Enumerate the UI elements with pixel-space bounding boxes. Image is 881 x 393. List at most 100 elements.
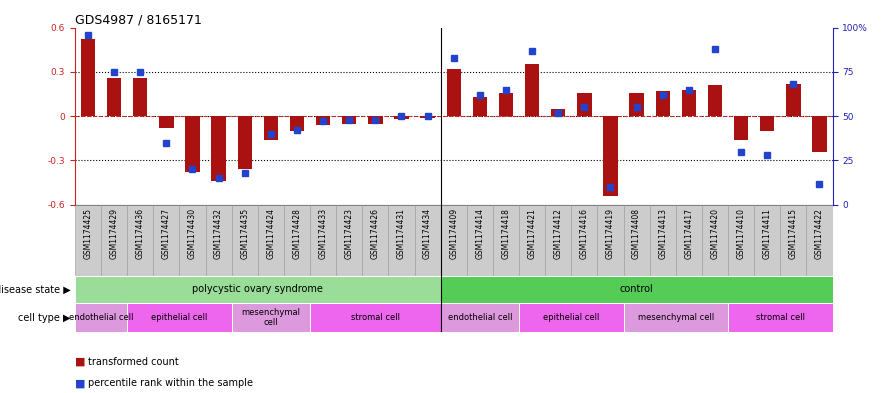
Text: stromal cell: stromal cell xyxy=(351,313,400,322)
Bar xyxy=(499,92,513,116)
Bar xyxy=(603,116,618,196)
Text: GSM1174421: GSM1174421 xyxy=(528,208,537,259)
Bar xyxy=(342,116,357,123)
Bar xyxy=(519,303,624,332)
Text: mesenchymal cell: mesenchymal cell xyxy=(638,313,714,322)
Text: disease state ▶: disease state ▶ xyxy=(0,285,70,294)
Bar xyxy=(75,275,440,303)
Bar xyxy=(786,84,801,116)
Text: GSM1174422: GSM1174422 xyxy=(815,208,824,259)
Text: GSM1174427: GSM1174427 xyxy=(162,208,171,259)
Bar xyxy=(263,116,278,140)
Text: GSM1174436: GSM1174436 xyxy=(136,208,144,259)
Text: GSM1174424: GSM1174424 xyxy=(266,208,276,259)
Bar xyxy=(707,85,722,116)
Text: ■: ■ xyxy=(75,356,85,367)
Text: polycystic ovary syndrome: polycystic ovary syndrome xyxy=(192,285,323,294)
Text: GSM1174428: GSM1174428 xyxy=(292,208,301,259)
Text: GSM1174434: GSM1174434 xyxy=(423,208,432,259)
Bar xyxy=(812,116,826,152)
Bar xyxy=(571,205,597,275)
Bar xyxy=(806,205,833,275)
Bar xyxy=(676,205,702,275)
Bar xyxy=(728,303,833,332)
Bar xyxy=(127,303,232,332)
Bar xyxy=(337,205,362,275)
Text: GSM1174414: GSM1174414 xyxy=(476,208,485,259)
Text: GSM1174410: GSM1174410 xyxy=(737,208,745,259)
Bar xyxy=(232,205,258,275)
Bar xyxy=(75,303,127,332)
Bar xyxy=(389,205,415,275)
Bar xyxy=(420,116,435,118)
Bar xyxy=(180,205,205,275)
Text: GSM1174435: GSM1174435 xyxy=(241,208,249,259)
Bar xyxy=(551,109,566,116)
Text: GSM1174409: GSM1174409 xyxy=(449,208,458,259)
Text: transformed count: transformed count xyxy=(88,356,179,367)
Bar xyxy=(415,205,440,275)
Bar xyxy=(624,303,728,332)
Bar xyxy=(159,116,174,128)
Text: ■: ■ xyxy=(75,378,85,388)
Text: GSM1174423: GSM1174423 xyxy=(344,208,353,259)
Text: endothelial cell: endothelial cell xyxy=(448,313,512,322)
Bar xyxy=(734,116,748,140)
Bar xyxy=(629,92,644,116)
Text: GSM1174413: GSM1174413 xyxy=(658,208,667,259)
Bar xyxy=(133,78,147,116)
Bar xyxy=(760,116,774,131)
Bar xyxy=(447,69,461,116)
Text: GSM1174415: GSM1174415 xyxy=(788,208,798,259)
Bar xyxy=(649,205,676,275)
Text: cell type ▶: cell type ▶ xyxy=(18,312,70,323)
Bar xyxy=(440,205,467,275)
Text: GSM1174411: GSM1174411 xyxy=(763,208,772,259)
Bar xyxy=(232,303,310,332)
Text: endothelial cell: endothelial cell xyxy=(69,313,133,322)
Bar xyxy=(440,275,833,303)
Text: GSM1174420: GSM1174420 xyxy=(710,208,720,259)
Bar xyxy=(205,205,232,275)
Text: stromal cell: stromal cell xyxy=(756,313,804,322)
Text: GSM1174419: GSM1174419 xyxy=(606,208,615,259)
Bar xyxy=(754,205,781,275)
Text: GSM1174416: GSM1174416 xyxy=(580,208,589,259)
Bar xyxy=(81,39,95,116)
Bar xyxy=(467,205,492,275)
Bar xyxy=(525,64,539,116)
Bar xyxy=(655,91,670,116)
Bar xyxy=(310,205,337,275)
Text: GSM1174429: GSM1174429 xyxy=(109,208,119,259)
Text: GSM1174417: GSM1174417 xyxy=(685,208,693,259)
Bar xyxy=(440,303,519,332)
Bar xyxy=(368,116,382,123)
Text: control: control xyxy=(619,285,654,294)
Text: GSM1174431: GSM1174431 xyxy=(397,208,406,259)
Bar xyxy=(682,90,696,116)
Text: GSM1174418: GSM1174418 xyxy=(501,208,510,259)
Text: percentile rank within the sample: percentile rank within the sample xyxy=(88,378,253,388)
Bar xyxy=(519,205,545,275)
Bar xyxy=(362,205,389,275)
Bar xyxy=(284,205,310,275)
Bar xyxy=(310,303,440,332)
Bar xyxy=(597,205,624,275)
Bar xyxy=(238,116,252,169)
Bar xyxy=(545,205,571,275)
Text: GSM1174425: GSM1174425 xyxy=(84,208,93,259)
Bar xyxy=(781,205,806,275)
Bar xyxy=(472,97,487,116)
Text: GSM1174433: GSM1174433 xyxy=(319,208,328,259)
Bar xyxy=(127,205,153,275)
Text: epithelial cell: epithelial cell xyxy=(543,313,599,322)
Bar xyxy=(728,205,754,275)
Bar xyxy=(101,205,127,275)
Text: GSM1174408: GSM1174408 xyxy=(632,208,641,259)
Text: GDS4987 / 8165171: GDS4987 / 8165171 xyxy=(75,13,202,26)
Bar xyxy=(75,205,101,275)
Bar xyxy=(290,116,304,131)
Bar xyxy=(577,92,591,116)
Bar xyxy=(492,205,519,275)
Text: GSM1174432: GSM1174432 xyxy=(214,208,223,259)
